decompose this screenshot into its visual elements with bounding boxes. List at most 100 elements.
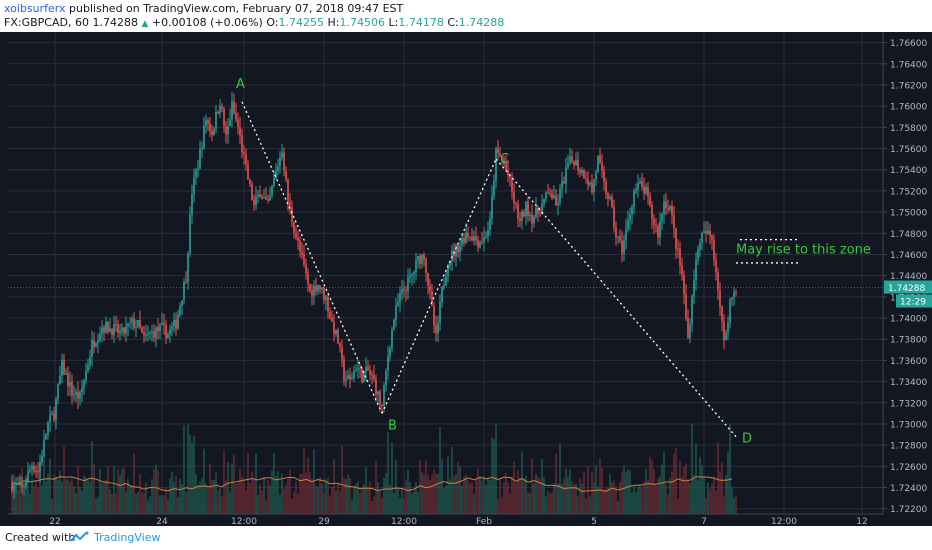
volume-bar xyxy=(319,477,321,514)
price-tick-label: 1.74400 xyxy=(890,272,927,282)
volume-bar xyxy=(59,471,61,514)
volume-bar xyxy=(485,484,487,514)
volume-bar xyxy=(323,493,325,514)
volume-bar xyxy=(387,432,389,514)
candle-body xyxy=(537,207,539,214)
volume-bar xyxy=(299,474,301,514)
volume-bar xyxy=(487,477,489,514)
candle-body xyxy=(87,364,89,371)
volume-bar xyxy=(205,483,207,514)
volume-bar xyxy=(451,446,453,514)
volume-bar xyxy=(33,485,35,514)
volume-bar xyxy=(133,453,135,514)
volume-bar xyxy=(593,482,595,514)
volume-bar xyxy=(653,469,655,514)
candle-body xyxy=(661,214,663,221)
candle-body xyxy=(377,391,379,395)
volume-bar xyxy=(331,486,333,514)
volume-bar xyxy=(25,475,27,514)
candle-body xyxy=(521,211,523,221)
candle-body xyxy=(459,245,461,253)
candle-body xyxy=(517,203,519,219)
candle-body xyxy=(419,255,421,265)
candle-body xyxy=(187,253,189,282)
volume-bar xyxy=(735,495,737,514)
volume-bar xyxy=(181,484,183,514)
volume-bar xyxy=(251,471,253,514)
chart-canvas[interactable]: A B C D May rise to this zone 1.76600 1.76400… xyxy=(0,32,932,526)
volume-bar xyxy=(289,469,291,514)
price-axis[interactable]: 1.76600 1.76400 1.76200 1.76000 1.75800 1.756… xyxy=(883,32,932,526)
volume-bar xyxy=(263,476,265,514)
volume-bar xyxy=(341,446,343,514)
candle-body xyxy=(683,275,685,295)
volume-bar xyxy=(721,462,723,514)
volume-bar xyxy=(271,470,273,514)
volume-bar xyxy=(55,476,57,514)
candle-body xyxy=(133,318,135,328)
volume-bar xyxy=(619,481,621,514)
volume-bar xyxy=(309,472,311,514)
volume-bar xyxy=(543,476,545,514)
volume-bar xyxy=(131,486,133,514)
candle-body xyxy=(623,240,625,254)
volume-bar xyxy=(111,494,113,514)
volume-bar xyxy=(337,482,339,514)
candle-body xyxy=(589,182,591,185)
candle-body xyxy=(299,240,301,252)
candle-body xyxy=(489,218,491,230)
volume-bar xyxy=(589,495,591,514)
volume-bar xyxy=(637,486,639,514)
volume-bar xyxy=(691,424,693,514)
volume-bar xyxy=(89,481,91,514)
countdown-tag-bg xyxy=(896,294,932,308)
volume-bar xyxy=(367,486,369,514)
high-value: 1.74506 xyxy=(339,16,385,29)
volume-bar xyxy=(275,476,277,514)
candles xyxy=(11,92,737,499)
volume-bar xyxy=(189,434,191,514)
candle-body xyxy=(689,324,691,338)
candle-body xyxy=(541,203,543,215)
price-tick-label: 1.73000 xyxy=(890,420,927,430)
volume-bar xyxy=(415,481,417,514)
candle-body xyxy=(369,370,371,375)
candle-body xyxy=(113,324,115,335)
tradingview-logo-icon[interactable] xyxy=(70,531,90,546)
time-axis[interactable]: 22 24 12:00 29 12:00 Feb 5 7 12:00 12 xyxy=(0,515,932,526)
candle-body xyxy=(289,202,291,208)
candle-body xyxy=(665,201,667,209)
candle-body xyxy=(585,178,587,180)
author-link[interactable]: xoibsurferx xyxy=(4,2,66,15)
candle-body xyxy=(197,168,199,171)
volume-bar xyxy=(107,466,109,514)
candle-body xyxy=(559,188,561,203)
volume-ma-line xyxy=(11,476,733,492)
up-arrow-icon: ▲ xyxy=(141,19,149,29)
volume-bar xyxy=(547,490,549,514)
price-tick-label: 1.74000 xyxy=(890,315,927,325)
publish-line: xoibsurferx published on TradingView.com… xyxy=(4,1,403,16)
candle-body xyxy=(355,369,357,371)
volume-bar xyxy=(665,484,667,514)
candle-body xyxy=(107,321,109,332)
price-tick-label: 1.72200 xyxy=(890,505,927,515)
tradingview-link[interactable]: TradingView xyxy=(94,531,161,544)
volume-bar xyxy=(437,474,439,514)
low-value: 1.74178 xyxy=(398,16,444,29)
zone-label: May rise to this zone xyxy=(736,243,871,258)
candle-body xyxy=(39,462,41,473)
volume-bar xyxy=(227,461,229,514)
volume-bar xyxy=(661,464,663,514)
candle-body xyxy=(731,297,733,300)
volume-bar xyxy=(597,486,599,514)
volume-bar xyxy=(245,489,247,514)
volume-bar xyxy=(327,477,329,514)
volume-bar xyxy=(699,456,701,514)
volume-bar xyxy=(249,482,251,514)
candle-body xyxy=(317,285,319,292)
candle-body xyxy=(13,484,15,491)
price-chart[interactable]: A B C D May rise to this zone 1.76600 1.76400… xyxy=(0,32,932,526)
volume-bar xyxy=(399,497,401,514)
volume-bar xyxy=(685,463,687,514)
